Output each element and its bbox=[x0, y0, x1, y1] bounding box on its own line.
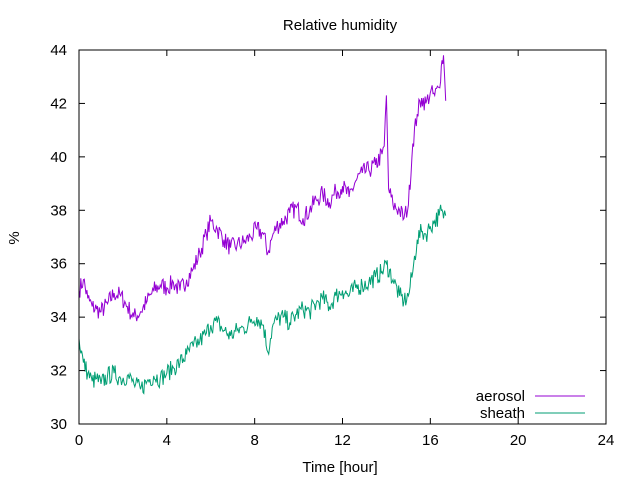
y-tick-label: 40 bbox=[50, 149, 67, 166]
series-line-sheath bbox=[78, 204, 447, 395]
x-tick-label: 16 bbox=[422, 432, 439, 449]
y-tick-label: 30 bbox=[50, 416, 67, 433]
x-tick-label: 12 bbox=[334, 432, 351, 449]
y-tick-label: 38 bbox=[50, 202, 67, 219]
y-tick-label: 44 bbox=[50, 42, 67, 59]
plot-lines bbox=[78, 55, 447, 395]
x-axis-label: Time [hour] bbox=[302, 459, 377, 476]
x-axis-ticks: 0 4 8 12 16 20 24 bbox=[75, 50, 615, 449]
x-tick-label: 24 bbox=[598, 432, 615, 449]
plot-frame bbox=[78, 49, 607, 425]
legend-label-aerosol: aerosol bbox=[476, 388, 525, 405]
y-axis-ticks: 30 32 34 36 38 40 42 44 bbox=[50, 42, 606, 433]
y-tick-label: 36 bbox=[50, 256, 67, 273]
series-line-aerosol bbox=[78, 55, 447, 322]
y-tick-label: 42 bbox=[50, 95, 67, 112]
x-tick-label: 0 bbox=[75, 432, 83, 449]
y-tick-label: 32 bbox=[50, 363, 67, 380]
x-tick-label: 4 bbox=[163, 432, 171, 449]
y-tick-label: 34 bbox=[50, 309, 67, 326]
chart-title: Relative humidity bbox=[283, 17, 398, 34]
x-tick-label: 8 bbox=[250, 432, 258, 449]
y-axis-label: % bbox=[6, 231, 23, 244]
x-tick-label: 20 bbox=[510, 432, 527, 449]
legend-label-sheath: sheath bbox=[480, 405, 525, 422]
